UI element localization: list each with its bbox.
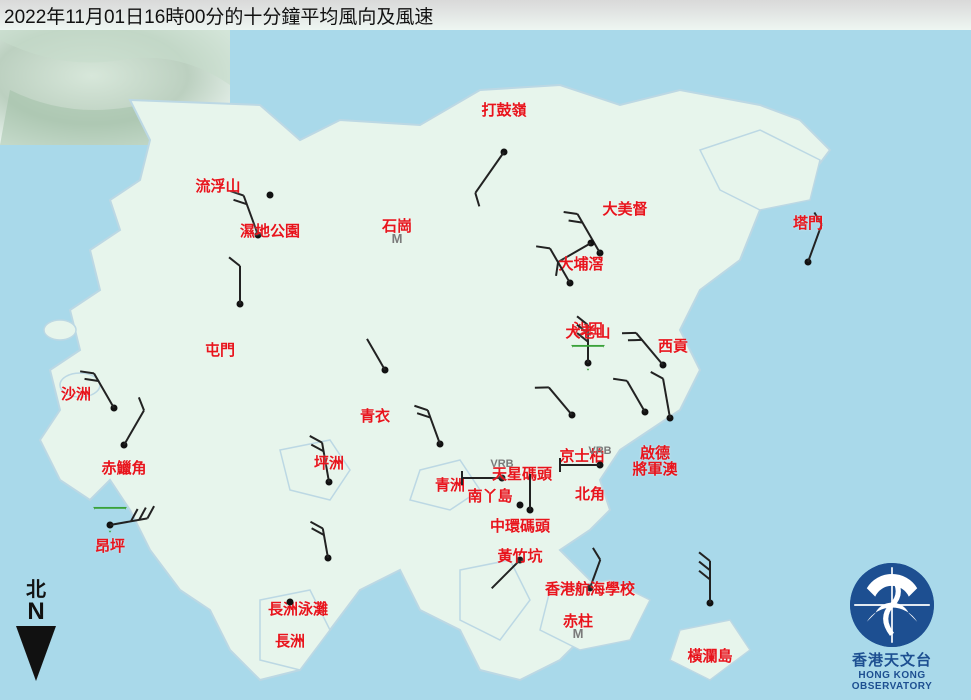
station-label-15: 將軍澳: [632, 458, 677, 479]
vrb-barb-21[interactable]: [560, 463, 620, 483]
compass-bei-label: 北: [6, 580, 66, 600]
station-label-12: 青衣: [360, 405, 390, 426]
station-label-29: 橫瀾島: [687, 645, 732, 666]
station-label-5: 塔門: [793, 212, 823, 233]
hko-logo-text-en: HONG KONG OBSERVATORY: [827, 670, 957, 692]
station-label-9: 大老山: [565, 321, 610, 342]
hko-logo-icon: [850, 563, 934, 647]
station-label-17: 坪洲: [314, 452, 344, 473]
title-bar: 2022年11月01日16時00分的十分鐘平均風向及風速: [0, 0, 971, 30]
compass-n-label: N: [6, 600, 66, 624]
station-label-11: 沙洲: [61, 383, 91, 404]
vrb-label-21: VRB: [588, 445, 611, 457]
weather-map-app: 2022年11月01日16時00分的十分鐘平均風向及風速: [0, 0, 971, 700]
compass-arrow-icon: [16, 626, 56, 681]
hko-logo-text-cn: 香港天文台: [827, 649, 957, 670]
station-label-28: 赤柱: [563, 610, 593, 631]
station-label-25: 長洲泳灘: [268, 598, 328, 619]
station-label-18: 青洲: [435, 474, 465, 495]
station-label-1: 流浮山: [195, 175, 240, 196]
station-label-21: 北角: [575, 483, 605, 504]
station-label-24: 黃竹坑: [497, 545, 542, 566]
station-label-3: 石崗: [382, 215, 412, 236]
page-title: 2022年11月01日16時00分的十分鐘平均風向及風速: [0, 2, 433, 29]
station-label-10: 屯門: [205, 339, 235, 360]
station-label-22: 昂坪: [95, 535, 125, 556]
station-dot-2[interactable]: [267, 192, 274, 199]
compass-widget: 北 N: [6, 580, 66, 690]
hko-logo: 香港天文台 HONG KONG OBSERVATORY: [827, 563, 957, 692]
map-canvas: 打鼓嶺 流浮山 濕地公園 M 石崗 大美督 塔門 大埔滘 沙田 西貢 大老山 屯門 沙洲 青衣 京士柏 啟德將…: [0, 30, 971, 700]
station-label-26: 長洲: [275, 630, 305, 651]
station-label-27: 香港航海學校: [545, 578, 635, 599]
station-dot-26[interactable]: [287, 599, 294, 606]
station-label-0: 打鼓嶺: [481, 99, 526, 120]
